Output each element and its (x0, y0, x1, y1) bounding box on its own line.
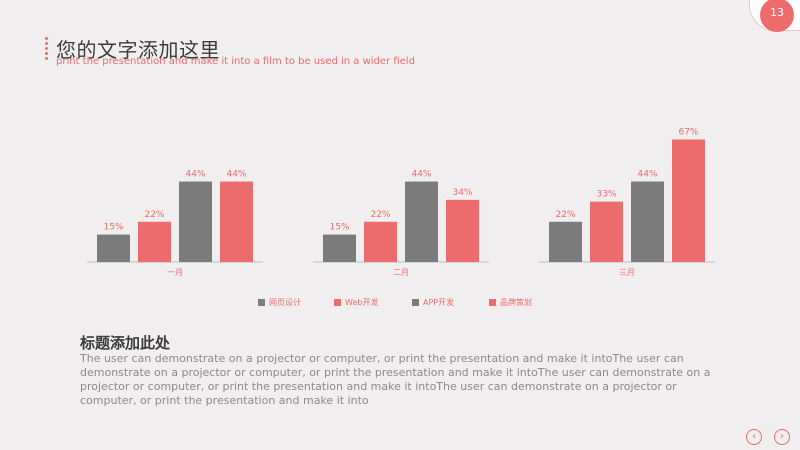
bar-value-label: 33% (596, 190, 616, 200)
bar-value-label: 34% (452, 188, 472, 198)
page-title: 您的文字添加这里 (56, 38, 220, 62)
bar (631, 181, 664, 262)
bar (179, 181, 212, 262)
bar-value-label: 22% (144, 210, 164, 220)
text-block-title: 标题添加此处 (80, 334, 171, 352)
x-tick-label: 三月 (619, 268, 635, 277)
bar (97, 234, 130, 262)
legend-item: Web开发 (334, 297, 378, 308)
legend-item: 品牌策划 (489, 297, 532, 308)
chart-legend: 网页设计 Web开发 APP开发 品牌策划 (0, 297, 800, 311)
bar (549, 221, 582, 262)
bar-value-label: 44% (411, 170, 431, 180)
page-number: 13 (760, 0, 794, 32)
bar (364, 221, 397, 262)
legend-swatch (412, 299, 419, 306)
bar (446, 199, 479, 262)
bar (323, 234, 356, 262)
bar-value-label: 15% (103, 223, 123, 233)
bar-value-label: 44% (185, 170, 205, 180)
x-tick-label: 二月 (393, 268, 409, 277)
next-slide-button[interactable]: › (774, 429, 790, 445)
bar (220, 181, 253, 262)
bar-value-label: 15% (329, 223, 349, 233)
bar (138, 221, 171, 262)
bar (590, 201, 623, 262)
page-number-badge: 13 (749, 0, 800, 32)
bar-value-label: 22% (370, 210, 390, 220)
bar-chart: 15% 22% 44% 44% 一月 15% 22% 44% 34% 二月 22% 33% 44% 67%… (87, 127, 715, 277)
legend-swatch (258, 299, 265, 306)
title-dots-decoration (45, 37, 51, 62)
legend-item: APP开发 (412, 297, 454, 308)
bar-value-label: 22% (555, 210, 575, 220)
x-tick-label: 一月 (167, 268, 183, 277)
bar (405, 181, 438, 262)
bar-value-label: 67% (678, 127, 698, 137)
legend-swatch (489, 299, 496, 306)
legend-label: Web开发 (345, 298, 379, 307)
legend-label: 品牌策划 (500, 298, 532, 307)
bar-value-label: 44% (226, 170, 246, 180)
bar-value-label: 44% (637, 170, 657, 180)
legend-label: APP开发 (423, 298, 455, 307)
legend-label: 网页设计 (269, 298, 301, 307)
page-subtitle: print the presentation and make it into … (56, 56, 415, 67)
legend-swatch (334, 299, 341, 306)
bar (672, 139, 705, 262)
prev-slide-button[interactable]: ‹ (746, 429, 762, 445)
text-block-body: The user can demonstrate on a projector … (80, 352, 711, 407)
legend-item: 网页设计 (258, 297, 301, 308)
